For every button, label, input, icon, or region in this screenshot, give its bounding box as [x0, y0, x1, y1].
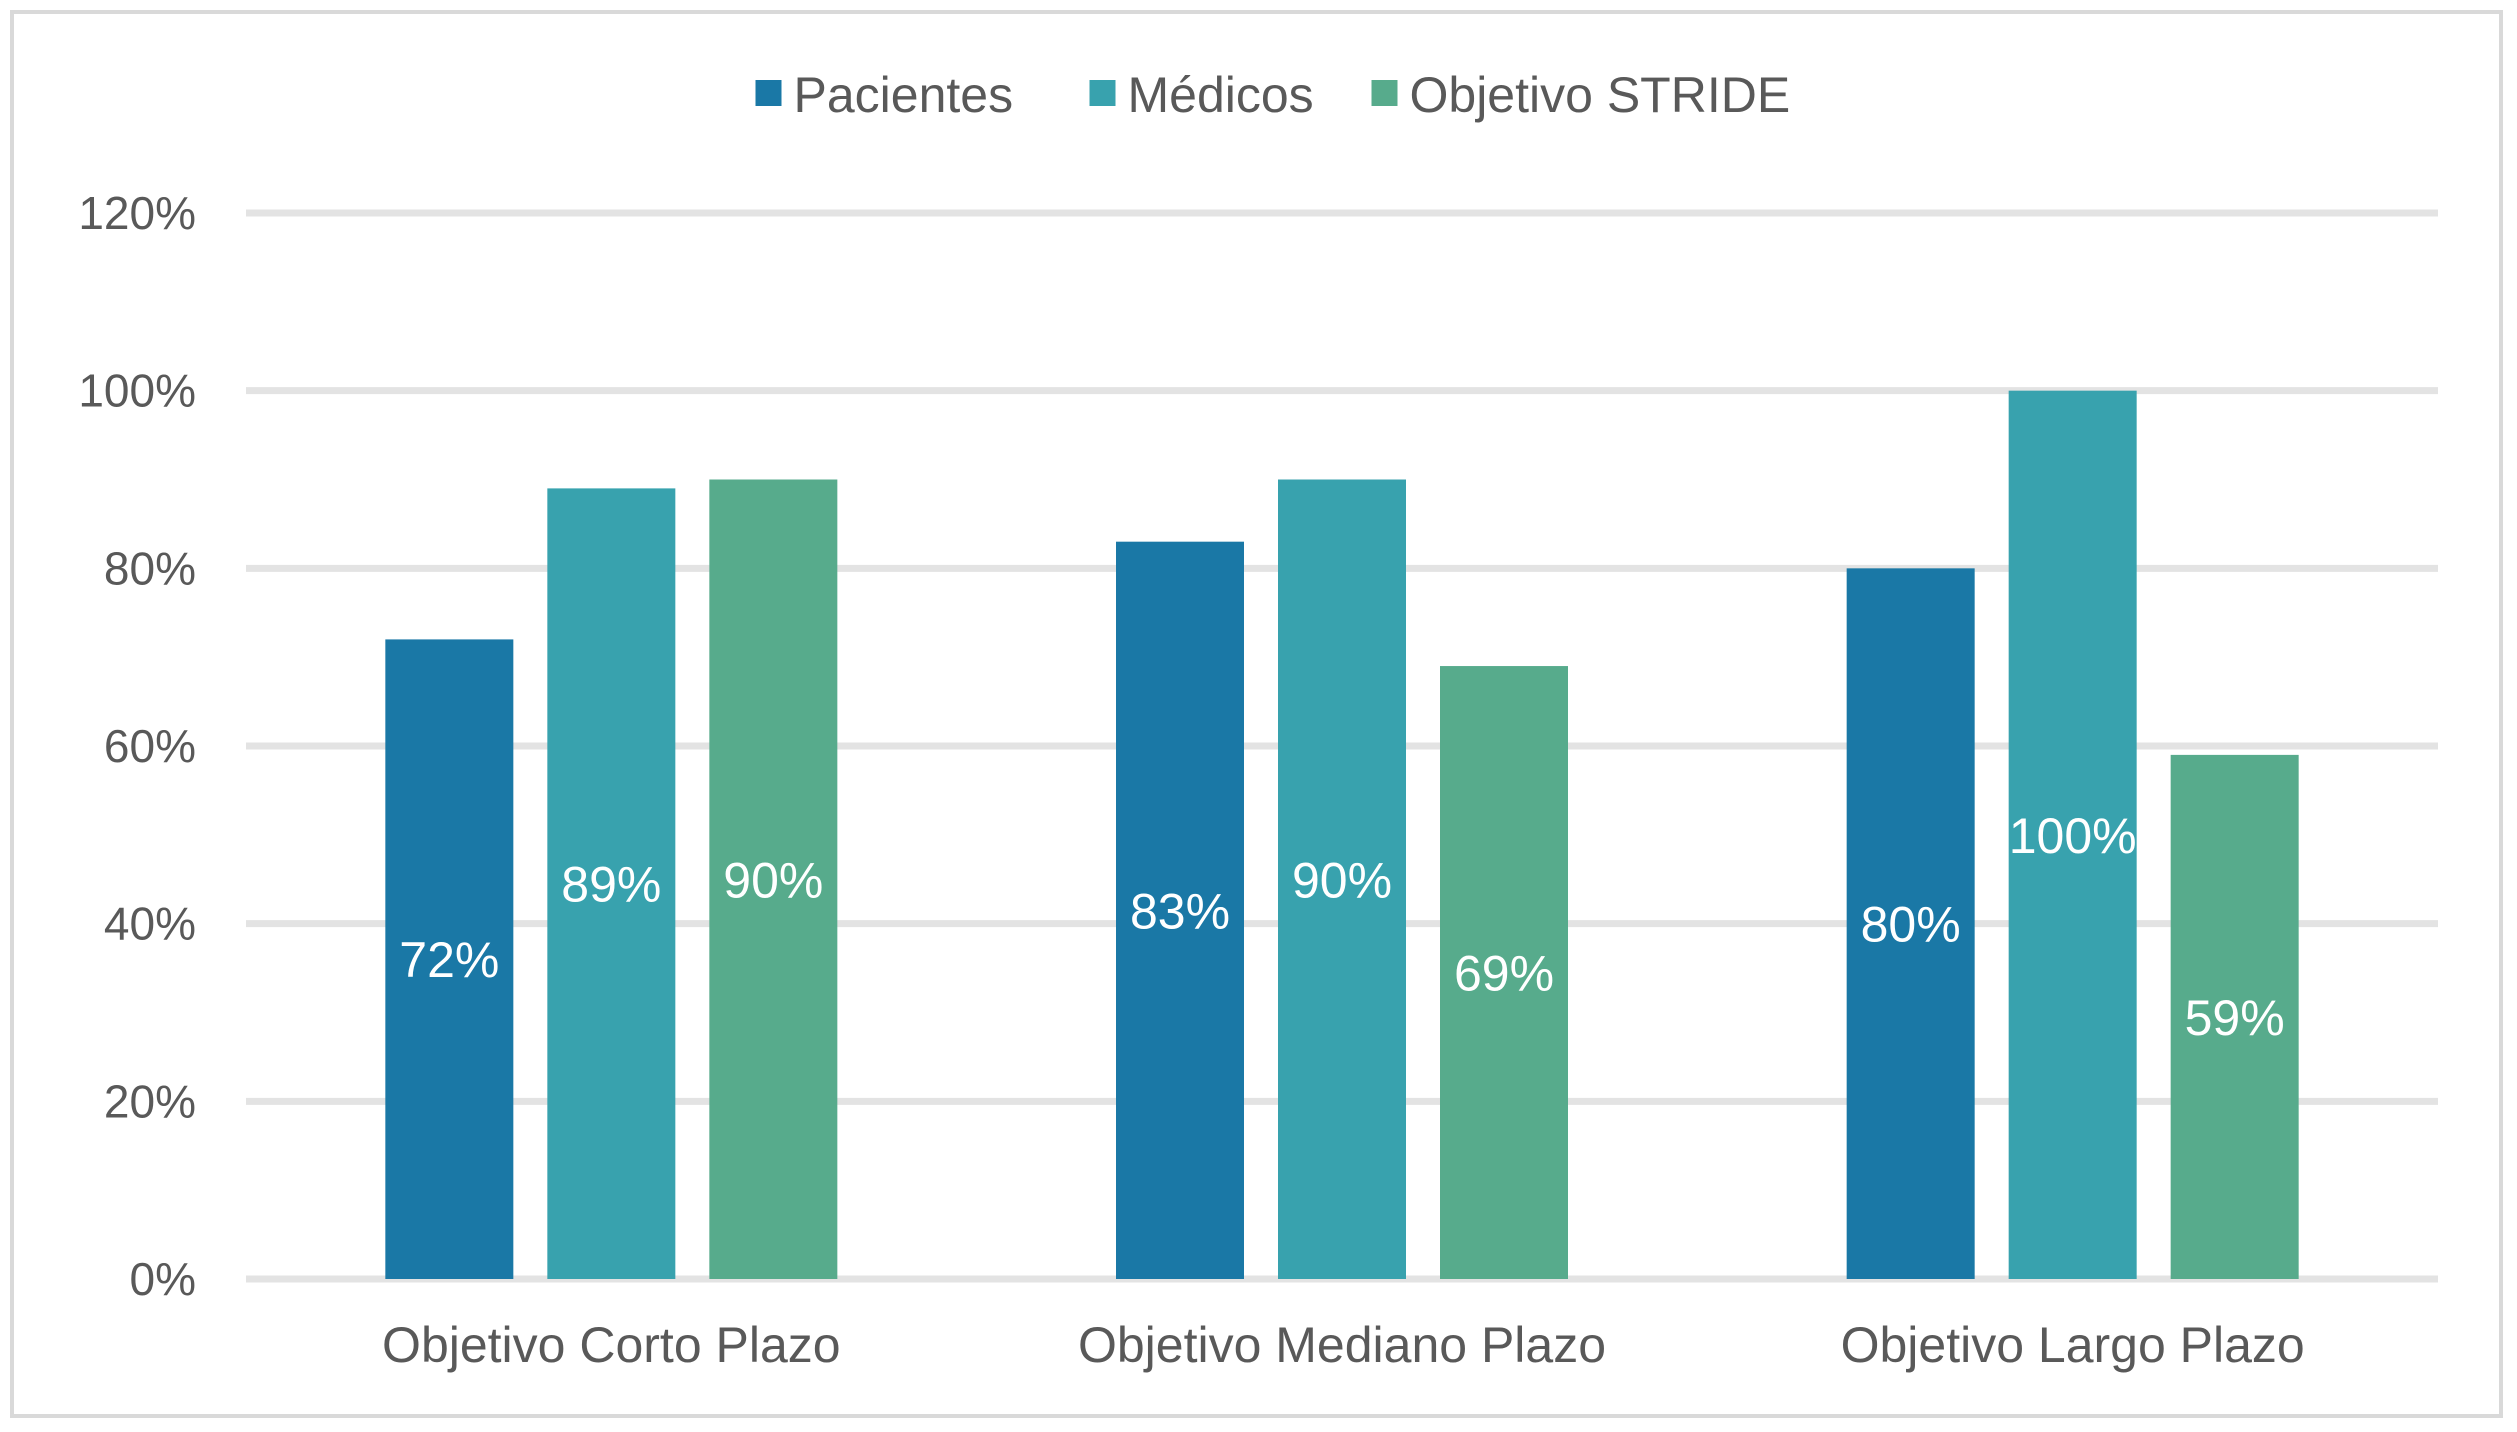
- y-tick-label: 120%: [78, 187, 196, 239]
- y-tick-label: 0%: [130, 1253, 196, 1305]
- legend-label: Pacientes: [794, 67, 1014, 123]
- y-tick-label: 60%: [104, 720, 196, 772]
- bar-m-dicos: [1278, 479, 1406, 1279]
- y-tick-label: 100%: [78, 365, 196, 417]
- legend-swatch: [1371, 80, 1398, 106]
- bar-m-dicos: [2008, 390, 2137, 1280]
- data-label: 80%: [1861, 897, 1961, 953]
- data-label: 69%: [1454, 946, 1554, 1002]
- x-category-label: Objetivo Corto Plazo: [382, 1317, 841, 1373]
- y-tick-label: 80%: [104, 542, 196, 594]
- data-label: 72%: [399, 932, 499, 988]
- data-label: 100%: [2009, 808, 2137, 864]
- legend-label: Médicos: [1128, 67, 1314, 123]
- bar-objetivo-stride: [2170, 754, 2299, 1279]
- legend-swatch: [1089, 80, 1116, 106]
- bar-pacientes: [1116, 541, 1244, 1279]
- legend-label: Objetivo STRIDE: [1410, 67, 1791, 123]
- y-tick-label: 40%: [104, 898, 196, 950]
- bar-objetivo-stride: [709, 479, 838, 1279]
- y-tick-label: 20%: [104, 1075, 196, 1127]
- x-category-label: Objetivo Mediano Plazo: [1078, 1317, 1606, 1373]
- data-label: 90%: [723, 852, 823, 908]
- bar-pacientes: [385, 639, 514, 1279]
- x-category-label: Objetivo Largo Plazo: [1841, 1317, 2305, 1373]
- data-label: 83%: [1130, 883, 1230, 939]
- data-label: 59%: [2185, 990, 2285, 1046]
- legend-swatch: [755, 80, 782, 106]
- bar-pacientes: [1846, 568, 1975, 1279]
- data-label: 89%: [561, 857, 661, 913]
- bar-m-dicos: [547, 488, 676, 1280]
- data-label: 90%: [1292, 852, 1392, 908]
- bar-objetivo-stride: [1440, 666, 1568, 1279]
